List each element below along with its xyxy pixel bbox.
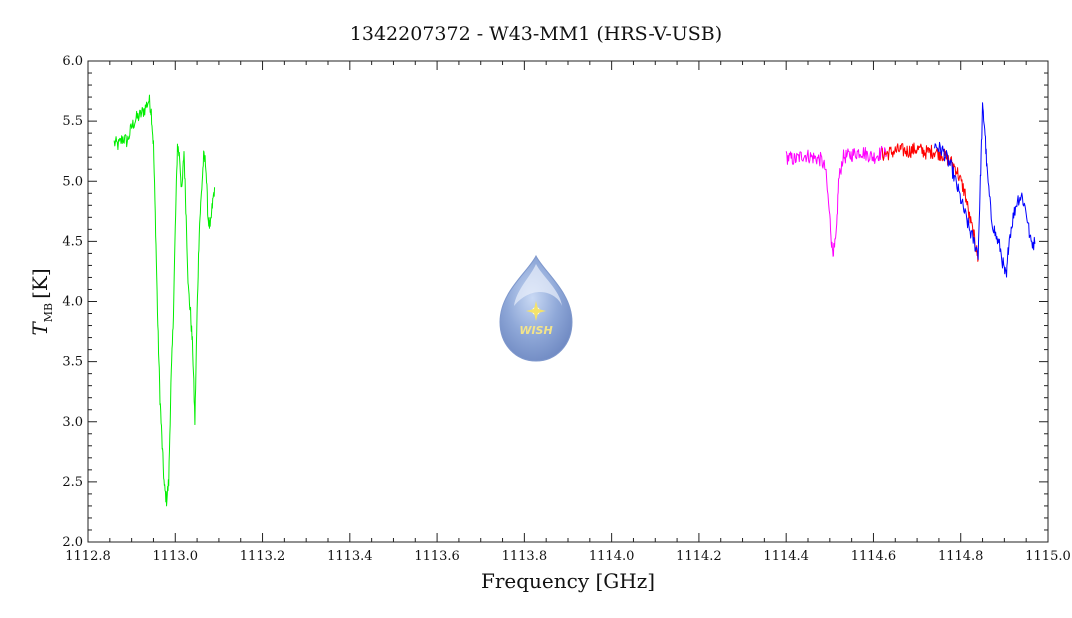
x-tick-label: 1114.0 [589,549,635,564]
x-axis-label: Frequency [GHz] [481,569,655,593]
star-icon [526,301,546,321]
x-tick-label: 1113.8 [502,549,548,564]
x-tick-label: 1112.8 [65,549,111,564]
y-tick-label: 2.0 [62,535,83,550]
series-layer [113,94,1036,507]
plot-frame [87,60,1049,543]
x-tick-label: 1113.0 [153,549,199,564]
x-tick-label: 1114.2 [676,549,722,564]
series-line-0 [113,94,216,507]
y-tick-label: 3.5 [62,355,83,370]
y-tick-label: 4.5 [62,234,83,249]
x-tick-label: 1115.0 [1025,549,1071,564]
tick-marks [87,60,1049,543]
y-tick-label: 5.0 [62,174,83,189]
x-tick-labels: 1112.8 1113.0 1113.2 1113.4 1113.6 1113.8 1114… [65,549,1071,564]
x-tick-label: 1113.2 [240,549,286,564]
y-tick-label: 4.0 [62,295,83,310]
y-axis-label: TMB [K] [28,268,55,335]
svg-text:TMB[K]: TMB [K] [28,268,55,335]
y-tick-label: 2.5 [62,475,83,490]
x-tick-label: 1113.6 [414,549,460,564]
series-line-1 [785,145,888,257]
y-axis-label-unit: [K] [28,268,52,299]
y-tick-label: 3.0 [62,415,83,430]
x-tick-label: 1114.4 [763,549,809,564]
y-axis-label-main: T [28,321,52,336]
series-line-3 [934,102,1036,278]
logo-text: WISH [519,324,552,337]
x-tick-label: 1114.8 [938,549,984,564]
y-tick-label: 6.0 [62,54,83,69]
drop-highlight [514,264,562,306]
x-tick-label: 1113.4 [327,549,373,564]
x-tick-label: 1114.6 [851,549,897,564]
y-tick-labels: 2.0 2.5 3.0 3.5 4.0 4.5 5.0 5.5 6.0 [62,54,83,550]
y-tick-label: 5.5 [62,114,83,129]
series-line-2 [881,142,979,262]
y-axis-label-subscript: MB [42,303,55,322]
wish-logo: WISH [499,254,573,362]
chart-title: 1342207372 - W43-MM1 (HRS-V-USB) [350,23,722,45]
